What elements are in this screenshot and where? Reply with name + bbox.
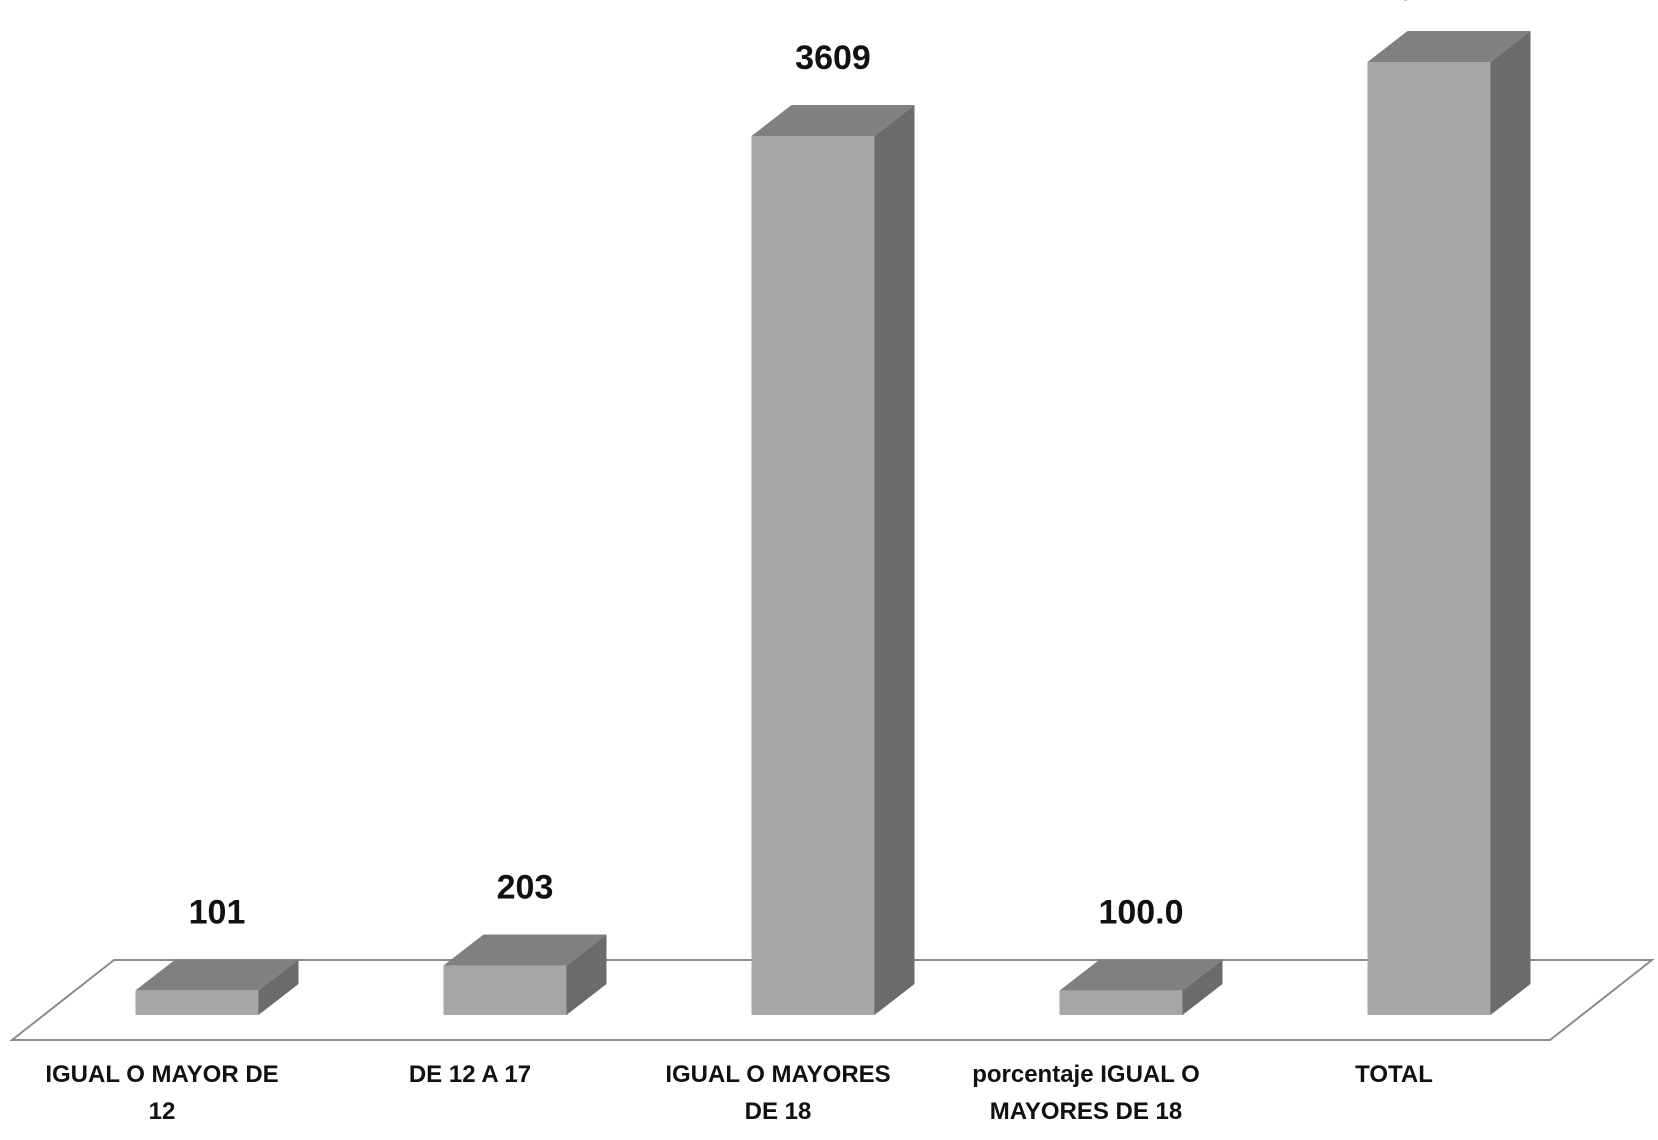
category-label-3: porcentaje IGUAL O MAYORES DE 18: [972, 1061, 1200, 1125]
bar-top-4: [1367, 31, 1531, 62]
category-label-1-line-0: DE 12 A 17: [409, 1061, 531, 1088]
data-label-1: 203: [497, 869, 554, 907]
bar-side-1: [566, 934, 607, 1015]
bar-side-0: [258, 959, 299, 1015]
bar-1: [443, 965, 567, 1015]
category-label-3-line-0: porcentaje IGUAL O: [972, 1061, 1200, 1088]
category-label-4: TOTAL: [1355, 1061, 1433, 1088]
bar-top-0: [135, 959, 299, 991]
bar-top-3: [1059, 959, 1223, 991]
bar-2: [751, 136, 875, 1015]
category-label-2-line-1: DE 18: [745, 1098, 812, 1125]
category-label-3-line-1: MAYORES DE 18: [990, 1098, 1183, 1125]
data-label-3: 100.0: [1098, 894, 1183, 932]
data-label-0: 101: [189, 893, 246, 931]
bar-side-2: [874, 105, 915, 1015]
category-label-0: IGUAL O MAYOR DE 12: [45, 1061, 278, 1125]
data-label-2: 3609: [795, 39, 871, 77]
bar-3: [1059, 990, 1183, 1015]
category-label-0-line-1: 12: [149, 1098, 176, 1125]
category-label-0-line-0: IGUAL O MAYOR DE: [45, 1061, 278, 1088]
bar-side-4: [1490, 31, 1531, 1015]
bar-side-3: [1182, 959, 1223, 1015]
category-label-2: IGUAL O MAYORES DE 18: [665, 1061, 890, 1125]
bar-top-2: [751, 105, 915, 137]
bar-0: [135, 990, 259, 1015]
category-label-4-line-0: TOTAL: [1355, 1061, 1433, 1088]
bar-4: [1367, 62, 1491, 1015]
bar-top-1: [443, 934, 607, 966]
category-label-1: DE 12 A 17: [409, 1061, 531, 1088]
category-label-2-line-0: IGUAL O MAYORES: [665, 1061, 890, 1088]
data-label-4: 3,913.00: [1383, 0, 1515, 3]
